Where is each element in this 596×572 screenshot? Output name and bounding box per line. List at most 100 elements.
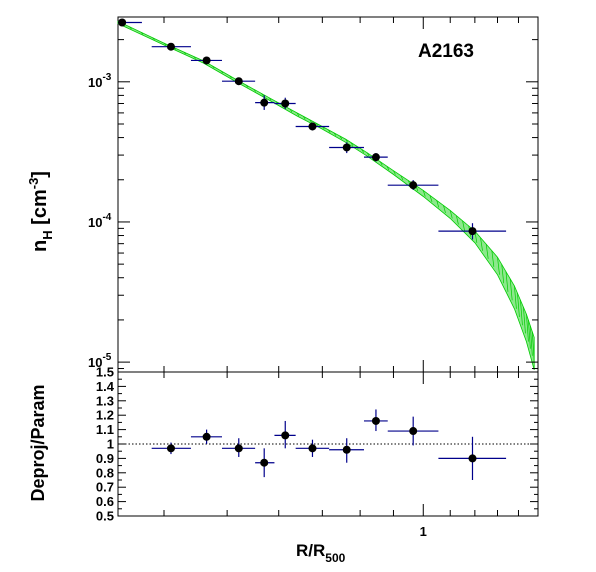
model-band-hatch: [514, 285, 517, 309]
model-band-hatch: [327, 129, 331, 133]
y-tick-label: 0.9: [96, 451, 114, 466]
model-band-hatch: [140, 31, 144, 35]
model-band-hatch: [211, 65, 215, 69]
model-band-hatch: [152, 37, 155, 40]
data-point: [281, 99, 290, 108]
model-band-hatch: [366, 152, 370, 157]
model-band-hatch: [350, 142, 354, 146]
data-point: [234, 77, 243, 86]
data-point: [166, 42, 175, 51]
model-band-hatch: [193, 56, 196, 59]
model-band-hatch: [129, 26, 132, 30]
bottom-data-points: [151, 409, 507, 480]
model-band-hatch: [315, 122, 319, 127]
data-point: [118, 18, 127, 27]
y-tick-label: 1.1: [96, 422, 114, 437]
data-point: [468, 454, 477, 463]
data-point: [308, 122, 317, 131]
model-band-hatch: [163, 42, 167, 46]
model-band-hatch: [339, 135, 343, 140]
model-band-hatch: [345, 138, 348, 143]
bottom-y-axis: 0.50.60.70.80.911.11.21.31.41.5: [96, 365, 538, 524]
model-band-area: [117, 20, 535, 371]
x-axis-title: R/R500: [296, 541, 346, 565]
model-band-hatch: [526, 314, 529, 342]
y-axis-title-top: nH [cm-3]: [26, 171, 55, 252]
model-band-hatch: [253, 88, 256, 92]
y-tick-label: 1.5: [96, 365, 114, 380]
model-band-hatch: [529, 325, 533, 356]
data-point: [371, 416, 380, 425]
y-tick-label: 10-4: [88, 212, 112, 230]
model-band-hatch: [393, 170, 396, 175]
model-band-hatch: [443, 205, 446, 214]
top-y-axis: 10-3 10-4 10-5: [88, 39, 538, 370]
y-tick-label: 0.7: [96, 480, 114, 495]
data-point: [308, 444, 317, 453]
top-panel: 10-3 10-4 10-5 A2163 nH [cm-3]: [26, 16, 539, 373]
model-band-hatch: [462, 220, 465, 231]
data-point: [234, 444, 243, 453]
y-tick-label: 0.5: [96, 509, 114, 524]
data-point: [468, 227, 477, 236]
model-band-hatch: [220, 70, 224, 74]
y-tick-label: 1.3: [96, 393, 114, 408]
cluster-name-label: A2163: [418, 41, 474, 62]
model-band-hatch: [501, 264, 505, 284]
data-point: [409, 181, 418, 190]
data-point: [166, 444, 175, 453]
data-point: [409, 427, 418, 436]
model-band-hatch: [296, 112, 300, 117]
bottom-x-axis: 1: [163, 372, 539, 539]
y-axis-title-bottom: Deproj/Param: [28, 384, 48, 501]
model-band-hatch: [456, 215, 459, 225]
model-band-hatch: [491, 250, 495, 267]
model-band-hatch: [379, 161, 383, 166]
model-band-hatch: [497, 257, 500, 275]
model-band-hatch: [261, 93, 264, 97]
model-band-hatch: [386, 166, 390, 171]
model-band-hatch: [333, 132, 337, 136]
model-band-hatch: [531, 331, 535, 363]
model-band-hatch: [422, 190, 426, 197]
model-band-hatch: [517, 292, 520, 318]
model-band-hatch: [361, 149, 365, 153]
top-data-points: [118, 18, 507, 240]
model-band-hatch: [523, 307, 526, 334]
model-band-hatch: [429, 195, 433, 203]
model-band-hatch: [449, 210, 453, 219]
y-tick-label: 1: [107, 437, 114, 452]
data-point: [260, 458, 269, 467]
model-band-hatch: [528, 319, 531, 349]
model-band-hatch: [520, 299, 523, 326]
data-point: [281, 431, 290, 440]
y-tick-label: 0.6: [96, 494, 114, 509]
model-band-hatch: [289, 108, 293, 113]
data-point: [260, 98, 269, 107]
y-tick-label: 10-3: [88, 72, 112, 90]
data-point: [342, 143, 351, 152]
model-band-hatch: [183, 51, 187, 55]
model-band-hatch: [309, 119, 312, 123]
model-band-hatch: [303, 116, 306, 120]
data-point: [342, 445, 351, 454]
model-band-hatch: [268, 97, 272, 101]
model-band-hatch: [509, 278, 513, 301]
top-x-axis: [163, 17, 539, 372]
data-point: [202, 56, 211, 65]
y-tick-label: 0.8: [96, 465, 114, 480]
bottom-panel: 0.50.60.70.80.911.11.21.31.41.5 1 Deproj…: [28, 365, 539, 565]
model-band-hatch: [229, 75, 232, 79]
y-tick-label: 1.4: [96, 379, 115, 394]
data-point: [202, 432, 211, 441]
y-tick-label: 1.2: [96, 408, 114, 423]
x-tick-label: 1: [420, 524, 427, 539]
model-band-hatch: [480, 237, 483, 251]
model-band-hatch: [485, 244, 489, 259]
model-band-hatch: [400, 175, 404, 181]
model-band-hatch: [245, 84, 249, 88]
model-band-hatch: [436, 200, 440, 208]
data-point: [371, 153, 380, 162]
y-tick-label: 10-5: [88, 352, 112, 370]
